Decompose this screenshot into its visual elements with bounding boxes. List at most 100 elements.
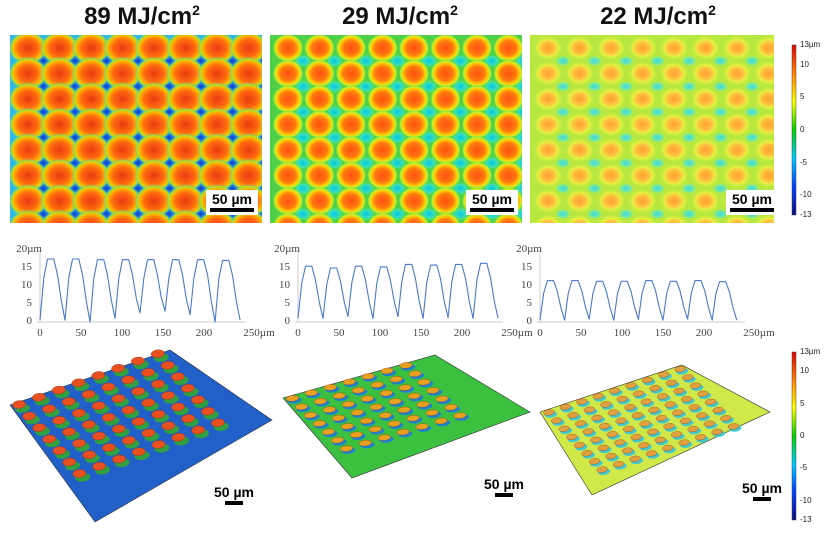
pillar bbox=[398, 212, 430, 223]
pillar bbox=[197, 158, 237, 193]
profile-line bbox=[39, 258, 241, 323]
pillar-3d bbox=[361, 373, 375, 380]
pillar-3d bbox=[389, 376, 403, 383]
pillar bbox=[492, 59, 522, 88]
pillar-3d bbox=[624, 404, 636, 411]
pillar-3d bbox=[417, 379, 431, 386]
pillar bbox=[272, 84, 304, 114]
pillar-3d bbox=[121, 436, 136, 445]
pillar-3d bbox=[616, 395, 628, 402]
pillar bbox=[596, 87, 626, 111]
pillar bbox=[134, 209, 174, 223]
pillar bbox=[596, 163, 626, 188]
pillar bbox=[461, 110, 493, 139]
tick-label: 5 bbox=[284, 297, 291, 309]
pillar bbox=[10, 184, 48, 218]
pillar bbox=[103, 184, 142, 218]
pillar bbox=[134, 35, 174, 65]
pillar-3d bbox=[102, 443, 116, 452]
pillar bbox=[398, 135, 430, 165]
pillar-3d bbox=[621, 447, 633, 454]
pillar-3d bbox=[378, 412, 392, 419]
pillar-3d bbox=[52, 416, 66, 425]
surface-3d-2 bbox=[282, 354, 531, 479]
pillar-3d bbox=[664, 401, 676, 408]
tick-label: 200 bbox=[453, 327, 471, 339]
pillar bbox=[461, 161, 493, 190]
pillar-3d bbox=[131, 356, 145, 366]
pillar-3d bbox=[408, 370, 422, 377]
pillar-3d bbox=[12, 400, 26, 409]
pillar bbox=[197, 56, 237, 91]
pillar bbox=[303, 35, 336, 63]
pillar-3d bbox=[582, 428, 594, 435]
pillar bbox=[628, 189, 657, 213]
pillar-3d bbox=[630, 434, 642, 441]
pillar bbox=[272, 135, 304, 165]
pillar-3d bbox=[111, 424, 126, 433]
tick-label: 150 bbox=[654, 327, 672, 339]
pillar-3d bbox=[605, 453, 617, 460]
pillar bbox=[628, 36, 657, 60]
tick-label: 250µm bbox=[743, 327, 775, 339]
pillar-3d bbox=[81, 390, 96, 399]
pillar-3d bbox=[359, 417, 373, 424]
tick-label: 15 bbox=[521, 261, 532, 273]
pillar bbox=[628, 61, 657, 86]
pillar bbox=[366, 110, 399, 139]
profile-chart-1 bbox=[37, 250, 245, 323]
profile-chart-3 bbox=[537, 250, 745, 323]
tick-label: 50 bbox=[75, 327, 87, 339]
pillar bbox=[596, 138, 626, 162]
pillar bbox=[40, 133, 79, 167]
pillar bbox=[366, 161, 399, 190]
tick-label: 20µm bbox=[16, 243, 42, 255]
pillar-3d bbox=[590, 436, 602, 443]
pillar bbox=[754, 87, 774, 111]
pillar bbox=[260, 67, 262, 80]
pillar bbox=[628, 112, 657, 137]
pillar-3d bbox=[61, 397, 76, 406]
pillar-3d bbox=[161, 421, 176, 430]
pillar-3d bbox=[711, 428, 723, 435]
pillar bbox=[10, 82, 48, 116]
pillar-3d bbox=[91, 371, 106, 380]
tick-label: 50 bbox=[575, 327, 587, 339]
pillar-3d bbox=[71, 378, 86, 387]
pillar bbox=[166, 107, 205, 142]
pillar-3d bbox=[638, 442, 650, 449]
pillar bbox=[10, 107, 48, 142]
pillar bbox=[166, 158, 205, 193]
pillar bbox=[659, 112, 689, 137]
scale-bar-3d-3: 50 µm bbox=[742, 480, 782, 501]
pillar bbox=[660, 214, 688, 223]
pillar-3d bbox=[682, 374, 694, 381]
pillar bbox=[166, 35, 205, 65]
pillar-3d bbox=[388, 398, 402, 405]
pillar-3d bbox=[81, 420, 96, 429]
pillar-3d bbox=[131, 447, 146, 456]
colorbar-label: 13µm bbox=[800, 347, 821, 356]
pillar bbox=[691, 138, 720, 162]
pillar-3d bbox=[596, 466, 608, 473]
pillar-3d bbox=[649, 385, 661, 392]
pillar-3d bbox=[453, 412, 467, 419]
pillar bbox=[335, 186, 367, 216]
pillar-3d bbox=[598, 423, 611, 430]
pillar bbox=[461, 135, 493, 165]
pillar bbox=[71, 158, 111, 193]
tick-label: 20µm bbox=[274, 243, 300, 255]
tick-label: 200 bbox=[195, 327, 213, 339]
tick-label: 250µm bbox=[501, 327, 533, 339]
pillar bbox=[659, 36, 689, 60]
pillar bbox=[10, 35, 48, 65]
pillar bbox=[596, 61, 626, 86]
pillar bbox=[398, 110, 430, 139]
pillar-3d bbox=[559, 404, 571, 411]
surface-3d-1 bbox=[9, 349, 273, 523]
pillar-3d bbox=[121, 375, 135, 384]
pillar-3d bbox=[42, 404, 56, 413]
pillar bbox=[398, 186, 430, 216]
pillar bbox=[134, 82, 174, 116]
pillar-3d bbox=[558, 425, 570, 432]
